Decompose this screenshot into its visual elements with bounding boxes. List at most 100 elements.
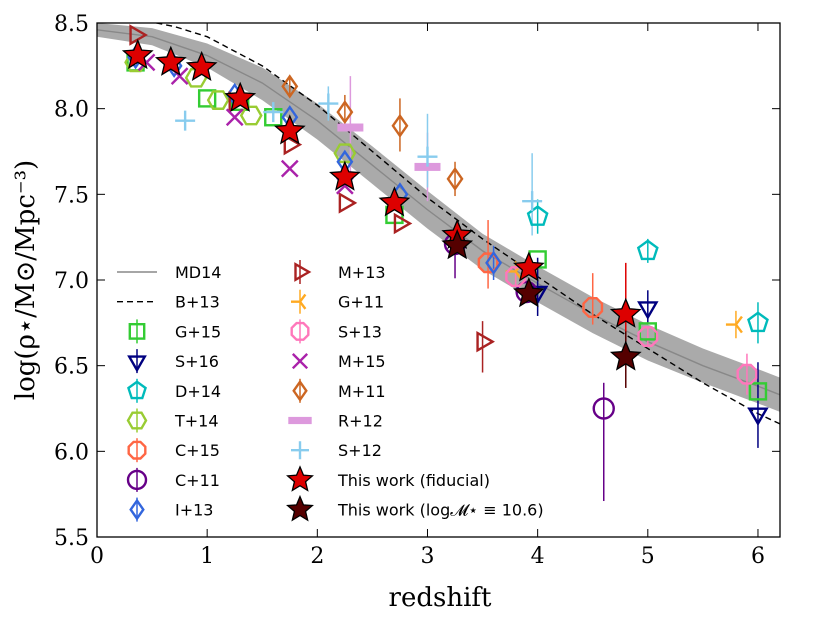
legend-label: C+11 — [175, 471, 220, 490]
y-tick-label: 6.5 — [54, 355, 89, 380]
m-13-point — [129, 24, 148, 46]
legend-label: C+15 — [175, 441, 220, 460]
x-tick-label: 0 — [90, 544, 104, 569]
t-14-point — [333, 143, 357, 164]
legend-swatch-s-16 — [127, 355, 147, 373]
c-15-point — [582, 296, 604, 318]
s-12-point — [522, 191, 543, 212]
legend-label: M+15 — [338, 352, 386, 371]
legend-swatch-c-15 — [127, 440, 147, 460]
m-11-series — [281, 74, 464, 192]
legend-item-this-work-log-10-6: This work (log𝓜⋆ ≡ 10.6) — [286, 494, 544, 522]
legend-item-s-16: S+16 — [127, 349, 219, 374]
y-tick-label: 6.0 — [54, 440, 89, 465]
legend-label: M+13 — [338, 263, 386, 282]
axis-ticks: 0 1 2 3 4 5 6 5.5 6.0 6.5 7.0 7.5 8.0 8.5 — [54, 12, 780, 569]
s-12-point — [175, 110, 196, 131]
s-13-point — [637, 326, 659, 347]
legend-label: S+16 — [175, 352, 219, 371]
y-tick-label: 7.5 — [54, 183, 89, 208]
s-16-point — [637, 301, 659, 320]
t-14-point — [239, 105, 263, 126]
s-12-point — [417, 146, 438, 167]
this-work-log-10-6-point — [441, 229, 474, 260]
legend-item-r-12: R+12 — [288, 412, 383, 431]
legend-swatch-m-15 — [291, 353, 309, 370]
m-15-point — [225, 108, 244, 127]
s-12-point — [263, 102, 284, 123]
legend-swatch-g-11 — [291, 293, 307, 310]
m-11-point — [391, 113, 409, 138]
legend-swatch-t-14 — [126, 411, 148, 430]
r-12-point — [337, 123, 364, 132]
legend-item-s-13: S+13 — [290, 319, 382, 344]
legend-label: I+13 — [175, 501, 213, 520]
legend-item-g-11: G+11 — [291, 289, 384, 314]
y-tick-label: 5.5 — [54, 526, 89, 551]
legend-item-d-14: D+14 — [127, 378, 221, 403]
d-14-series — [526, 205, 769, 333]
m-11-point — [281, 74, 299, 99]
legend-item-t-14: T+14 — [126, 408, 219, 433]
d-14-point — [526, 205, 549, 226]
y-tick-label: 7.0 — [54, 269, 89, 294]
this-work-fiducial-point — [185, 50, 218, 82]
legend-item-m-15: M+15 — [291, 352, 386, 371]
legend-item-m-11: M+11 — [292, 378, 386, 403]
t-14-point — [206, 90, 230, 110]
m-11-point — [446, 166, 464, 192]
x-axis-label: redshift — [389, 583, 492, 613]
legend: MD14 B+13 G+15 S+16 D+14 T+14 C+15 C+11 I+13 M+13… — [117, 260, 544, 522]
m-15-point — [280, 159, 299, 178]
x-tick-label: 1 — [200, 544, 214, 569]
legend-swatch-g-15 — [128, 323, 146, 340]
legend-item-b-13: B+13 — [117, 293, 220, 312]
this-work-fiducial-point — [154, 45, 187, 76]
this-work-log-10-6-point — [512, 277, 545, 308]
g-15-point — [197, 89, 217, 108]
r-12-series — [337, 123, 441, 171]
y-axis-label: log(ρ⋆/M⊙/Mpc⁻³) — [11, 160, 41, 400]
legend-swatch-this-work-fiducial — [286, 465, 314, 492]
legend-label: B+13 — [175, 293, 220, 312]
this-work-log-10-6-series — [441, 229, 642, 371]
legend-label: G+15 — [175, 322, 221, 341]
x-tick-label: 4 — [531, 544, 545, 569]
this-work-fiducial-point — [378, 186, 411, 217]
x-tick-label: 6 — [751, 544, 765, 569]
s-12-series — [175, 93, 543, 212]
legend-label: S+12 — [338, 441, 382, 460]
legend-label: T+14 — [174, 412, 219, 431]
x-tick-label: 5 — [641, 544, 655, 569]
legend-swatch-d-14 — [127, 380, 147, 400]
d-14-point — [636, 239, 659, 261]
legend-item-m-13: M+13 — [294, 260, 386, 284]
legend-swatch-s-12 — [291, 441, 309, 460]
g-11-point — [725, 315, 743, 334]
this-work-fiducial-point — [273, 114, 306, 145]
c-11-point — [592, 397, 615, 420]
legend-swatch-c-11 — [126, 469, 148, 491]
m-13-point — [338, 192, 358, 214]
legend-label: R+12 — [338, 412, 383, 431]
s-13-point — [736, 363, 758, 385]
legend-label: This work (fiducial) — [337, 471, 490, 490]
legend-label: S+13 — [338, 322, 382, 341]
legend-item-this-work-fiducial: This work (fiducial) — [286, 465, 490, 492]
i-13-point — [485, 250, 503, 275]
legend-label: MD14 — [175, 263, 221, 282]
legend-item-i-13: I+13 — [129, 497, 213, 522]
y-tick-label: 8.0 — [54, 98, 89, 123]
legend-label: D+14 — [175, 382, 221, 401]
legend-item-c-15: C+15 — [127, 438, 220, 463]
m-13-point — [393, 212, 413, 235]
m-13-point — [283, 133, 303, 156]
legend-item-s-12: S+12 — [291, 441, 382, 460]
legend-swatch-this-work-log-10-6 — [286, 494, 314, 522]
this-work-fiducial-point — [121, 38, 154, 70]
legend-swatch-m-11 — [292, 379, 308, 402]
data-points — [121, 24, 769, 427]
plot-area — [97, 23, 780, 537]
x-tick-label: 2 — [310, 544, 324, 569]
x-tick-label: 3 — [420, 544, 434, 569]
